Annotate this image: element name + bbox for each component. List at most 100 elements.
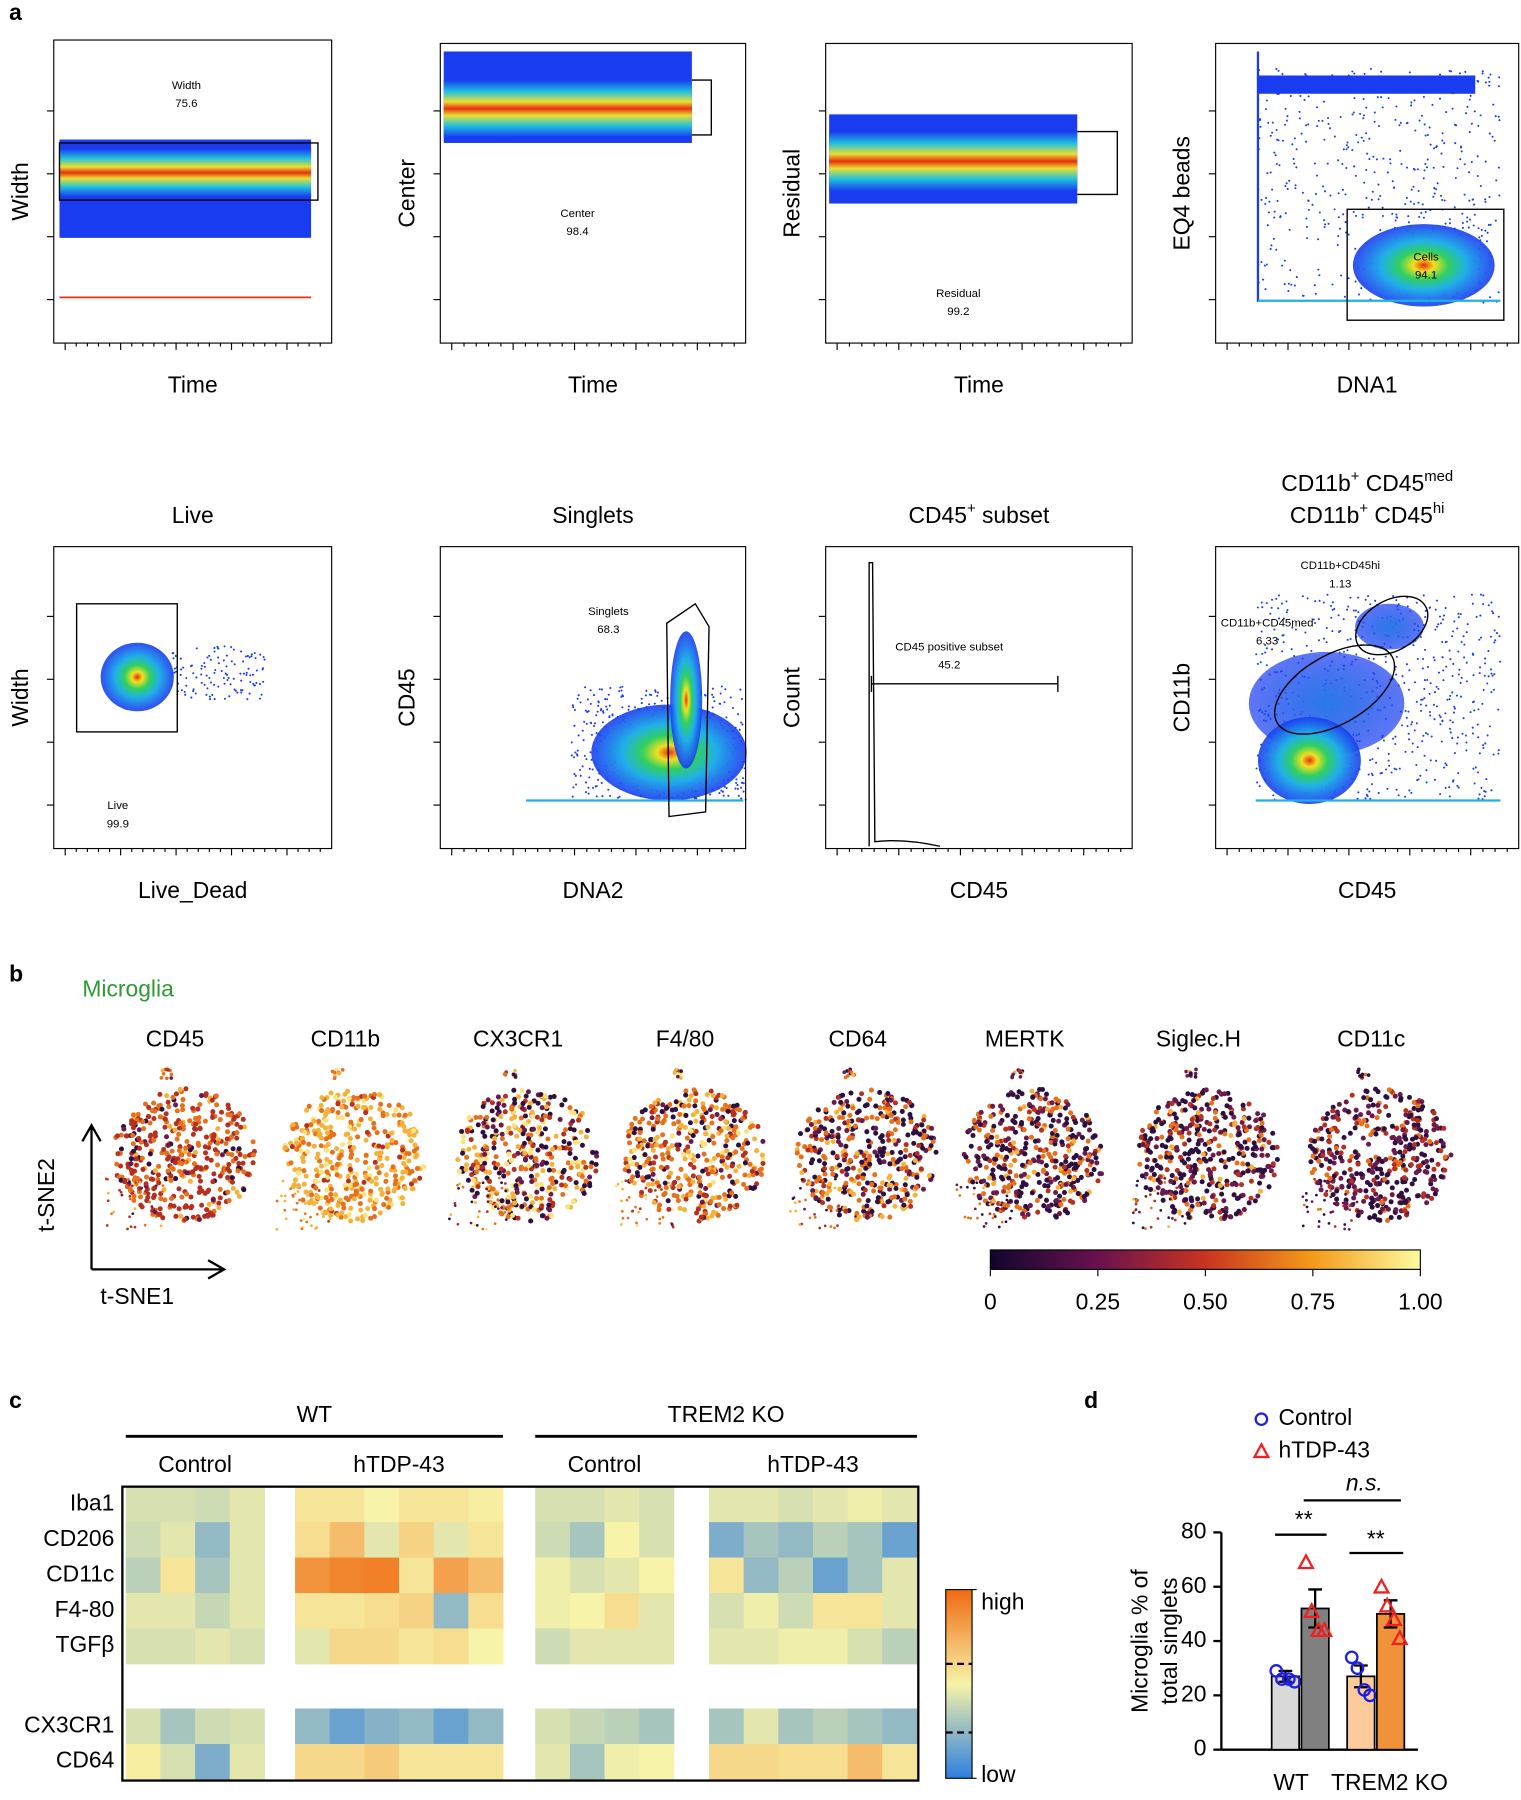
dot (1269, 612, 1272, 615)
dot (1354, 174, 1357, 177)
dot (179, 673, 182, 676)
tsne-cell (626, 1216, 630, 1220)
tsne-cell (645, 1143, 651, 1149)
tsne-cell (895, 1138, 901, 1144)
dot (253, 651, 256, 655)
tsne-cell (654, 1142, 660, 1148)
tsne-cell (855, 1174, 861, 1180)
dot (1481, 70, 1484, 73)
tsne-cell (549, 1161, 555, 1167)
dot (1435, 759, 1438, 762)
tsne-cell (217, 1195, 223, 1201)
tsne-cell (1154, 1163, 1160, 1169)
dot (604, 698, 607, 701)
tsne-cell (1058, 1104, 1064, 1110)
tsne-cell (1244, 1145, 1250, 1151)
tsne-cell (491, 1140, 497, 1146)
tsne-cell (841, 1110, 847, 1116)
tsne-cell (488, 1199, 494, 1205)
dot (245, 671, 248, 674)
tsne-cell (805, 1147, 811, 1153)
tsne-cell (316, 1132, 322, 1138)
tsne-cell (203, 1091, 209, 1097)
tsne-cell (1239, 1119, 1245, 1125)
tsne-cell (709, 1113, 715, 1119)
tsne-cell (161, 1190, 164, 1194)
tsne-cell (843, 1152, 849, 1158)
tsne-cell (466, 1115, 472, 1121)
tsne-cell (933, 1149, 939, 1155)
dot (1457, 772, 1460, 775)
tsne-cell (319, 1095, 325, 1101)
tsne-cell (867, 1096, 873, 1102)
tsne-cell (583, 1164, 589, 1170)
dot (1453, 620, 1456, 623)
dot (1441, 656, 1444, 659)
tsne-cell (133, 1225, 137, 1229)
dot (1443, 142, 1446, 145)
dot (1477, 227, 1480, 230)
tsne-cell (147, 1120, 153, 1126)
tsne-cell (140, 1119, 146, 1125)
tsne-cell (402, 1128, 408, 1134)
tsne-cell (371, 1214, 377, 1220)
dot (1365, 169, 1368, 172)
tsne-cell (829, 1117, 835, 1123)
tsne-cell (850, 1165, 856, 1171)
tsne-cell (330, 1106, 336, 1113)
tsne-cell (224, 1129, 230, 1135)
tsne-cell (156, 1163, 162, 1169)
dot (1281, 650, 1284, 653)
tsne-cell (294, 1146, 300, 1152)
dot (255, 681, 258, 684)
tsne-cell (660, 1120, 666, 1126)
tsne-cell (528, 1218, 534, 1224)
tsne-cell (650, 1147, 656, 1153)
tsne-cell (816, 1119, 822, 1125)
density (1257, 75, 1476, 94)
tsne-cell (819, 1137, 825, 1143)
dot (1417, 189, 1420, 193)
tsne-cell (632, 1126, 638, 1132)
tsne-cell (194, 1164, 200, 1170)
dot (1412, 167, 1415, 170)
tsne-cell (348, 1205, 354, 1211)
tsne-cell (973, 1166, 979, 1172)
tsne-cell (156, 1180, 162, 1186)
dot (1323, 219, 1326, 222)
y-axis-label: EQ4 beads (1169, 136, 1195, 250)
tsne-cell (674, 1142, 680, 1148)
tsne-cell (283, 1208, 287, 1212)
tsne-cell (354, 1157, 360, 1163)
tsne-cell (917, 1154, 923, 1160)
tsne-cell (275, 1227, 279, 1231)
tsne-cell (880, 1138, 886, 1144)
tsne-cell (672, 1071, 677, 1075)
marker-title: CD45 (146, 1026, 204, 1052)
tsne-cell (119, 1190, 123, 1194)
tsne-cell (208, 1157, 214, 1163)
dot (1486, 231, 1489, 234)
tsne-cell (648, 1104, 654, 1110)
tsne-cell (1266, 1139, 1272, 1145)
tsne-cell (686, 1097, 692, 1103)
dot (1493, 139, 1496, 142)
tsne-cell (1046, 1203, 1052, 1209)
tsne-cell (734, 1178, 740, 1184)
tsne-cell (143, 1142, 149, 1148)
tsne-cell (681, 1152, 687, 1158)
dot (1453, 707, 1456, 710)
tsne-cell (993, 1156, 999, 1162)
tsne-cell (292, 1177, 298, 1183)
tsne-cell (693, 1128, 699, 1134)
tsne-cell (719, 1154, 725, 1160)
tsne-cell (1053, 1190, 1059, 1196)
tsne-cell (921, 1128, 927, 1134)
title-part: Live (172, 502, 214, 528)
tsne-cell (886, 1106, 893, 1112)
tsne-cell (319, 1122, 325, 1129)
tsne-cell (131, 1177, 137, 1183)
dot (1380, 70, 1383, 73)
tsne-cell (511, 1153, 517, 1159)
tsne-cell (1005, 1092, 1011, 1098)
